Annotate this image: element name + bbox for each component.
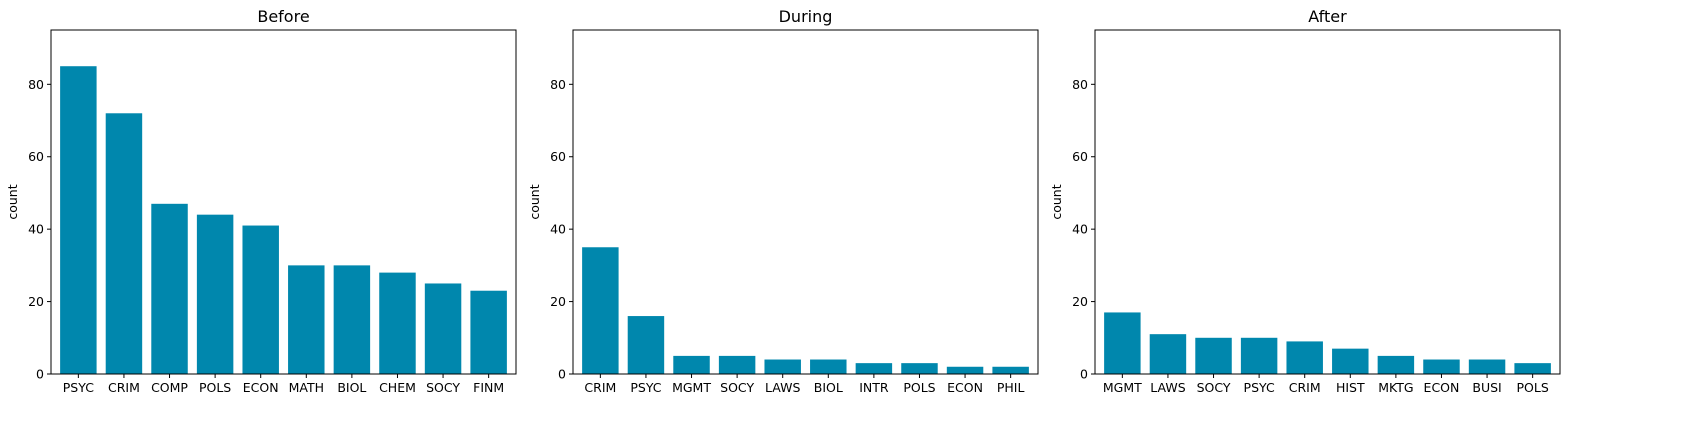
y-tick-label: 0 (1080, 367, 1088, 382)
x-tick-label: CRIM (108, 380, 140, 395)
x-tick-label: ECON (1424, 380, 1460, 395)
bar-comp (151, 203, 188, 374)
chart-title: Before (257, 7, 309, 26)
bar-psyc (627, 316, 665, 374)
x-tick-label: MKTG (1378, 380, 1413, 395)
bar-crim (582, 247, 619, 374)
bar-mgmt (673, 355, 710, 374)
bar-mktg (1377, 355, 1415, 374)
y-tick-label: 40 (1072, 222, 1088, 237)
x-tick-label: ECON (243, 380, 279, 395)
bar-pols (901, 363, 938, 374)
chart-title: During (779, 7, 833, 26)
y-tick-label: 80 (28, 77, 44, 92)
x-tick-label: INTR (859, 380, 889, 395)
plot-frame (1094, 29, 1561, 375)
x-tick-label: CRIM (584, 380, 616, 395)
bar-biol (810, 359, 847, 374)
x-tick-label: BIOL (337, 380, 366, 395)
y-tick-label: 80 (550, 77, 566, 92)
x-tick-label: MGMT (1103, 380, 1142, 395)
y-tick-label: 20 (1072, 294, 1088, 309)
y-tick-label: 40 (550, 222, 566, 237)
y-tick-label: 0 (36, 367, 44, 382)
x-tick-label: POLS (1517, 380, 1549, 395)
chart-title: After (1308, 7, 1347, 26)
bar-pols (196, 214, 234, 374)
plot-frame (50, 29, 517, 375)
x-tick-label: COMP (151, 380, 188, 395)
chart-panel-3: MGMT LAWS SOCY PSYC CRIM HIST MKTG ECON BUSI POLS… (1049, 7, 1561, 395)
bar-pols (1514, 363, 1551, 374)
bar-psyc (60, 66, 97, 375)
x-tick-label: ECON (947, 380, 983, 395)
y-tick-label: 20 (28, 294, 44, 309)
x-tick-label: BUSI (1472, 380, 1501, 395)
bar-finm (470, 290, 507, 374)
bar-socy (718, 355, 756, 374)
y-tick-label: 60 (550, 149, 566, 164)
x-tick-label: CRIM (1289, 380, 1321, 395)
y-tick-label: 0 (558, 367, 566, 382)
x-tick-label: PHIL (997, 380, 1025, 395)
x-tick-label: LAWS (1150, 380, 1185, 395)
x-tick-label: SOCY (1197, 380, 1231, 395)
bar-mgmt (1104, 312, 1141, 374)
bar-psyc (1240, 337, 1278, 374)
x-tick-label: PSYC (630, 380, 661, 395)
x-tick-label: SOCY (720, 380, 754, 395)
x-tick-label: PSYC (63, 380, 94, 395)
x-tick-label: POLS (199, 380, 231, 395)
x-tick-label: PSYC (1244, 380, 1275, 395)
x-tick-label: SOCY (426, 380, 460, 395)
bar-econ (242, 225, 279, 374)
bar-socy (1195, 337, 1232, 374)
x-tick-label: MGMT (672, 380, 711, 395)
bar-econ (946, 366, 984, 374)
bar-busi (1468, 359, 1506, 374)
x-tick-label: BIOL (814, 380, 843, 395)
bar-laws (1149, 334, 1187, 374)
bar-laws (764, 359, 801, 374)
bar-biol (333, 265, 371, 374)
y-tick-label: 60 (1072, 149, 1088, 164)
bar-crim (105, 113, 143, 374)
bar-socy (424, 283, 462, 374)
bar-chem (379, 272, 416, 374)
y-axis-label: count (527, 184, 542, 219)
y-tick-label: 20 (550, 294, 566, 309)
y-tick-label: 60 (28, 149, 44, 164)
chart-panel-2: CRIM PSYC MGMT SOCY LAWS BIOL INTR POLS ECON PHIL… (527, 7, 1039, 395)
bar-math (288, 265, 325, 374)
x-tick-label: LAWS (765, 380, 800, 395)
x-tick-label: HIST (1336, 380, 1365, 395)
x-tick-label: MATH (289, 380, 324, 395)
y-tick-label: 80 (1072, 77, 1088, 92)
bar-phil (992, 366, 1029, 374)
x-tick-label: FINM (473, 380, 504, 395)
y-axis-label: count (1049, 184, 1064, 219)
plot-frame (572, 29, 1039, 375)
bar-intr (855, 363, 893, 374)
y-tick-label: 40 (28, 222, 44, 237)
bar-crim (1286, 341, 1323, 374)
x-tick-label: CHEM (379, 380, 416, 395)
y-axis-label: count (5, 184, 20, 219)
chart-panel-1: PSYC CRIM COMP POLS ECON MATH BIOL CHEM SOCY FINM… (5, 7, 517, 395)
bar-econ (1423, 359, 1460, 374)
bar-hist (1332, 348, 1369, 374)
x-tick-label: POLS (903, 380, 935, 395)
